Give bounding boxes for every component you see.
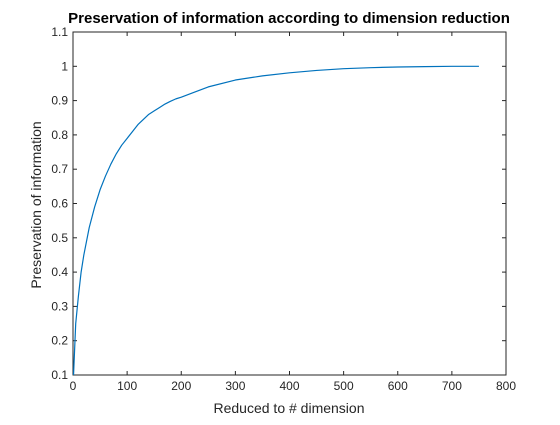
x-tick-label: 100 [117,379,137,393]
x-tick-label: 200 [171,379,191,393]
x-tick-label: 700 [442,379,462,393]
y-tick-label: 1.1 [51,25,68,39]
series-line [72,65,479,376]
y-tick-label: 0.6 [51,197,68,211]
y-tick-label: 0.8 [51,128,68,142]
x-tick-label: 800 [496,379,516,393]
x-tick-label: 600 [388,379,408,393]
y-tick-label: 0.9 [51,94,68,108]
y-axis-label: Preservation of information [28,121,44,288]
x-tick-label: 500 [334,379,354,393]
y-tick-label: 0.7 [51,162,68,176]
y-tick-label: 0.4 [51,265,68,279]
y-tick-label: 0.3 [51,299,68,313]
x-tick-label: 300 [225,379,245,393]
y-tick-label: 1 [61,59,68,73]
x-tick-label: 0 [70,379,77,393]
y-tick-label: 0.1 [51,368,68,382]
axes-box [72,31,507,376]
x-axis-label: Reduced to # dimension [214,400,365,416]
y-tick-label: 0.5 [51,231,68,245]
plot-area: 0 100 200 300 400 500 600 700 800 0.1 0.2 0.3 0.4 0.5… [51,25,516,393]
y-tick-label: 0.2 [51,334,68,348]
x-tick-label: 400 [279,379,299,393]
chart-title: Preservation of information according to… [68,10,510,27]
